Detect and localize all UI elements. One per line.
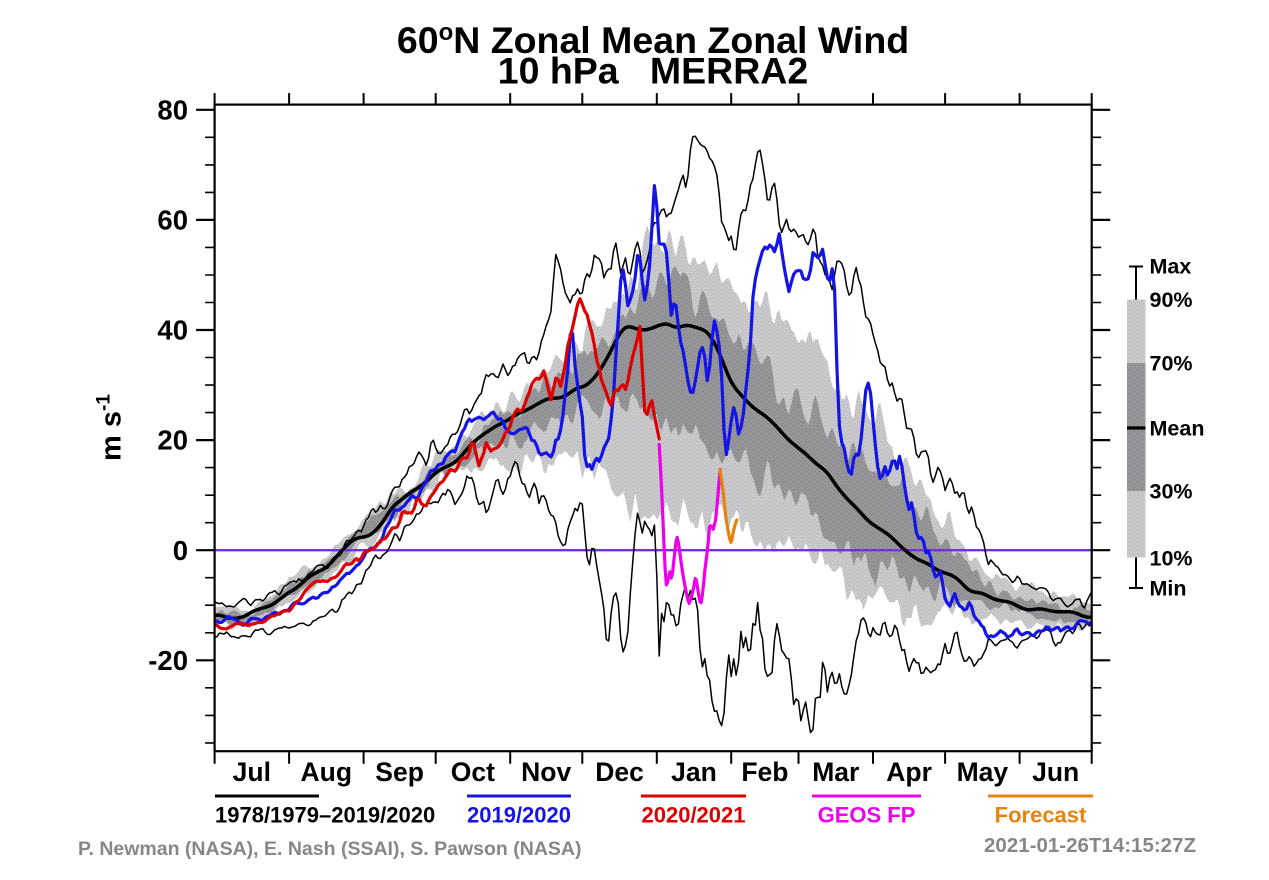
svg-text:1978/1979–2019/2020: 1978/1979–2019/2020 [215, 803, 435, 828]
svg-text:60: 60 [157, 205, 188, 236]
svg-text:Jul: Jul [233, 757, 271, 787]
svg-text:Min: Min [1150, 577, 1187, 601]
svg-text:2020/2021: 2020/2021 [642, 803, 746, 828]
svg-text:Nov: Nov [521, 757, 571, 787]
svg-text:40: 40 [157, 315, 188, 346]
svg-text:Sep: Sep [375, 757, 424, 787]
svg-text:Apr: Apr [886, 757, 932, 787]
svg-text:2019/2020: 2019/2020 [467, 803, 571, 828]
svg-text:30%: 30% [1150, 480, 1193, 504]
svg-text:Mar: Mar [812, 757, 859, 787]
svg-text:2021-01-26T14:15:27Z: 2021-01-26T14:15:27Z [984, 834, 1196, 857]
svg-text:GEOS FP: GEOS FP [818, 803, 916, 828]
svg-text:-20: -20 [148, 645, 188, 676]
svg-text:Oct: Oct [451, 757, 495, 787]
svg-text:10 hPa MERRA2: 10 hPa MERRA2 [498, 50, 809, 92]
svg-text:P. Newman (NASA), E. Nash (SSA: P. Newman (NASA), E. Nash (SSAI), S. Paw… [78, 838, 581, 860]
svg-text:Jan: Jan [671, 757, 717, 787]
svg-text:0: 0 [173, 535, 188, 566]
svg-text:Mean: Mean [1150, 417, 1205, 441]
svg-text:Forecast: Forecast [995, 803, 1087, 828]
svg-text:Dec: Dec [595, 757, 644, 787]
svg-text:80: 80 [157, 94, 188, 125]
svg-text:20: 20 [157, 425, 188, 456]
svg-text:90%: 90% [1150, 288, 1193, 312]
svg-text:10%: 10% [1150, 547, 1193, 571]
svg-text:Jun: Jun [1032, 757, 1079, 787]
svg-text:70%: 70% [1150, 352, 1193, 376]
svg-text:Aug: Aug [301, 757, 353, 787]
svg-text:May: May [957, 757, 1009, 787]
svg-text:60oN Zonal Mean Zonal Wind: 60oN Zonal Mean Zonal Wind [397, 19, 909, 61]
svg-text:m s-1: m s-1 [94, 394, 128, 461]
svg-text:Max: Max [1150, 255, 1192, 279]
svg-text:Feb: Feb [741, 757, 788, 787]
